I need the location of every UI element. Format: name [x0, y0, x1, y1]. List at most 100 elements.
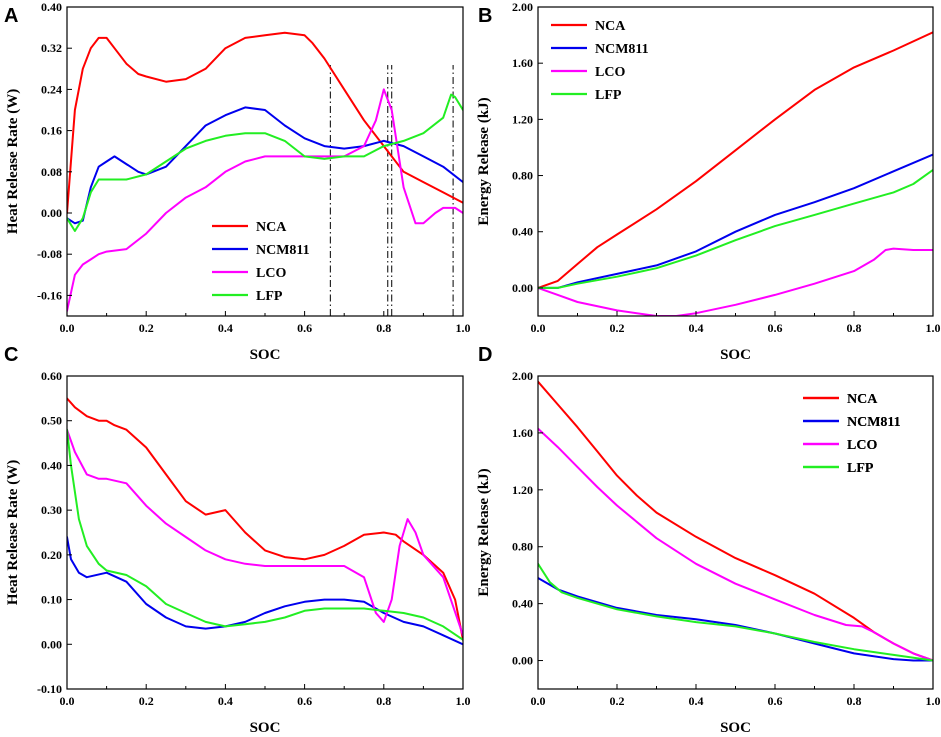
y-tick-label: 0.16	[41, 124, 62, 138]
y-tick-label: 0.40	[41, 458, 62, 472]
legend-label-lfp: LFP	[256, 289, 283, 304]
x-tick-label: 0.4	[689, 694, 704, 708]
panel-c: C 0.0 0.2 0.4 0.6 0.8 1.0 -0.10 0.00 0.10 0.20 0.30…	[4, 344, 901, 736]
series-line-lco	[538, 247, 933, 316]
y-axis-title: Energy Release (kJ)	[476, 468, 492, 596]
y-tick-label: 0.00	[512, 281, 533, 295]
series-line-lfp	[67, 93, 463, 232]
y-tick-label: 0.00	[41, 206, 62, 220]
legend-label-ncm811: NCM811	[256, 243, 310, 258]
y-tick-label: 1.20	[512, 112, 533, 126]
legend-label-lco: LCO	[595, 65, 625, 80]
y-tick-label: 0.30	[41, 503, 62, 517]
x-tick-label: 0.8	[847, 321, 862, 335]
y-axis-title: Heat Release Rate (W)	[5, 89, 21, 234]
x-tick-label: 0.8	[847, 694, 862, 708]
y-tick-label: -0.10	[37, 682, 62, 696]
legend-label-nca: NCA	[256, 220, 287, 235]
y-tick-label: -0.16	[37, 288, 62, 302]
panel-letter-d: D	[478, 344, 492, 366]
x-axis-title: SOC	[720, 347, 751, 363]
legend-label-nca: NCA	[595, 19, 626, 34]
series-line-lfp	[538, 168, 933, 289]
legend-label-lco: LCO	[847, 438, 877, 453]
legend-label-nca: NCA	[847, 392, 878, 407]
y-tick-label: 1.20	[512, 483, 533, 497]
y-tick-label: 0.40	[512, 225, 533, 239]
legend-label-ncm811: NCM811	[595, 42, 649, 57]
series-line-ncm811	[67, 106, 463, 225]
x-tick-label: 0.0	[60, 321, 75, 335]
series-line-lco	[67, 428, 463, 637]
series-line-lfp	[67, 428, 463, 641]
legend-label-lco: LCO	[847, 438, 877, 453]
x-tick-label: 0.0	[531, 694, 546, 708]
y-tick-label: 0.60	[41, 369, 62, 383]
legend-label-lfp: LFP	[595, 88, 622, 103]
legend-label-lfp: LFP	[847, 461, 874, 476]
y-tick-label: 0.20	[41, 548, 62, 562]
legend-label-ncm811: NCM811	[847, 415, 901, 430]
series-line-nca	[67, 397, 463, 641]
legend-label-nca: NCA	[847, 392, 878, 407]
series-line-ncm811	[67, 536, 463, 646]
x-tick-label: 0.2	[610, 321, 625, 335]
series-line-lco	[67, 88, 463, 312]
x-tick-label: 0.4	[689, 321, 704, 335]
panel-d: D 0.0 0.2 0.4 0.6 0.8 1.0 0.00 0.40 0.80 1.20 1.60 2…	[476, 344, 941, 736]
y-tick-label: -0.08	[37, 247, 62, 261]
x-tick-label: 0.2	[610, 694, 625, 708]
y-tick-label: 0.40	[512, 597, 533, 611]
y-tick-label: 0.80	[512, 169, 533, 183]
x-tick-label: 0.6	[297, 321, 312, 335]
series-line-ncm811	[538, 153, 933, 289]
y-tick-label: 0.40	[41, 0, 62, 14]
x-tick-label: 1.0	[926, 321, 941, 335]
x-tick-label: 1.0	[926, 694, 941, 708]
panel-letter-c: C	[4, 344, 18, 366]
y-tick-label: 0.00	[512, 654, 533, 668]
legend: NCA NCM811 LCO LFP	[551, 19, 649, 103]
x-tick-label: 0.4	[218, 694, 233, 708]
legend-label-lco: LCO	[256, 266, 286, 281]
legend-label-lfp: LFP	[847, 461, 874, 476]
series-line-ncm811	[538, 577, 933, 662]
panel-letter-b: B	[478, 5, 492, 27]
x-tick-label: 1.0	[456, 321, 471, 335]
x-axis-title: SOC	[250, 720, 281, 736]
x-tick-label: 0.0	[60, 694, 75, 708]
x-tick-label: 0.6	[297, 694, 312, 708]
series-line-lco	[538, 427, 933, 662]
panel-b: B 0.0 0.2 0.4 0.6 0.8 1.0 0.00 0.40 0.80 1.20 1.60 2…	[476, 0, 941, 363]
y-tick-label: 0.80	[512, 540, 533, 554]
y-tick-label: 1.60	[512, 56, 533, 70]
x-axis-title: SOC	[720, 720, 751, 736]
x-tick-label: 0.8	[376, 321, 391, 335]
y-tick-label: 0.24	[41, 82, 62, 96]
panel-letter-a: A	[4, 5, 18, 27]
y-tick-label: 0.00	[41, 637, 62, 651]
legend-label-ncm811: NCM811	[847, 415, 901, 430]
y-tick-label: 0.32	[41, 41, 62, 55]
series-line-nca	[67, 31, 463, 214]
y-tick-label: 2.00	[512, 0, 533, 14]
x-tick-label: 0.8	[376, 694, 391, 708]
y-tick-label: 1.60	[512, 426, 533, 440]
y-tick-label: 0.08	[41, 165, 62, 179]
series-line-nca	[538, 31, 933, 289]
y-tick-label: 0.50	[41, 414, 62, 428]
y-axis-title: Energy Release (kJ)	[476, 97, 492, 225]
x-tick-label: 0.6	[768, 321, 783, 335]
x-axis-title: SOC	[250, 347, 281, 363]
y-axis-title: Heat Release Rate (W)	[5, 460, 21, 605]
x-tick-label: 0.4	[218, 321, 233, 335]
y-tick-label: 2.00	[512, 369, 533, 383]
x-tick-label: 0.0	[531, 321, 546, 335]
x-tick-label: 0.6	[768, 694, 783, 708]
x-tick-label: 0.2	[139, 321, 154, 335]
legend: NCA NCM811 LCO LFP	[803, 392, 901, 476]
x-tick-label: 1.0	[456, 694, 471, 708]
panel-a: A 0.0 0.2 0.4 0.6 0.8 1.0 -0.16 -0.08 0.00 0.08 0.1…	[4, 0, 471, 363]
legend: NCA NCM811 LCO LFP	[212, 220, 310, 304]
